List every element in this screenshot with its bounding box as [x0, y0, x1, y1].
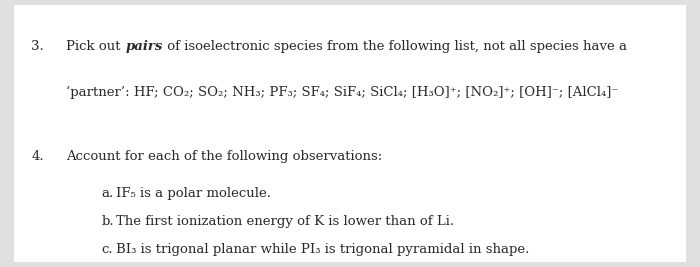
Text: a.: a. [102, 187, 113, 200]
Text: 4.: 4. [32, 150, 44, 163]
Text: 3.: 3. [32, 40, 44, 53]
Text: pairs: pairs [125, 40, 162, 53]
Text: Pick out: Pick out [66, 40, 125, 53]
Text: b.: b. [102, 215, 114, 228]
Text: Account for each of the following observations:: Account for each of the following observ… [66, 150, 383, 163]
Text: ‘partner’: HF; CO₂; SO₂; NH₃; PF₃; SF₄; SiF₄; SiCl₄; [H₃O]⁺; [NO₂]⁺; [OH]⁻; [AlC: ‘partner’: HF; CO₂; SO₂; NH₃; PF₃; SF₄; … [66, 85, 619, 99]
Text: c.: c. [102, 243, 113, 256]
Text: BI₃ is trigonal planar while PI₃ is trigonal pyramidal in shape.: BI₃ is trigonal planar while PI₃ is trig… [116, 243, 529, 256]
Text: IF₅ is a polar molecule.: IF₅ is a polar molecule. [116, 187, 270, 200]
Text: of isoelectronic species from the following list, not all species have a: of isoelectronic species from the follow… [162, 40, 626, 53]
Text: The first ionization energy of K is lower than of Li.: The first ionization energy of K is lowe… [116, 215, 454, 228]
